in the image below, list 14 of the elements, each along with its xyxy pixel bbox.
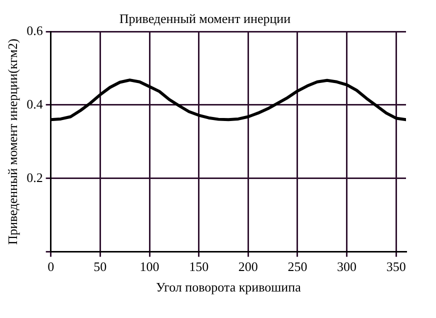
x-axis-title: Угол поворота кривошипа [156, 280, 302, 295]
y-axis-title: Приведенный момент инерции(кгм2) [5, 38, 20, 245]
y-tick-label: 0.4 [26, 96, 44, 112]
y-tick-label: 0.2 [26, 170, 43, 185]
x-tick-label: 0 [48, 259, 54, 274]
chart-title: Приведенный момент инерции [119, 11, 291, 26]
x-tick-label: 200 [238, 259, 258, 274]
x-tick-label: 250 [288, 259, 308, 274]
x-tick-label: 350 [386, 259, 406, 274]
x-tick-label: 100 [140, 259, 160, 274]
x-tick-label: 300 [337, 259, 357, 274]
x-tick-label: 50 [94, 259, 107, 274]
y-tick-label: 0.6 [26, 23, 44, 38]
x-tick-label: 150 [189, 259, 209, 274]
